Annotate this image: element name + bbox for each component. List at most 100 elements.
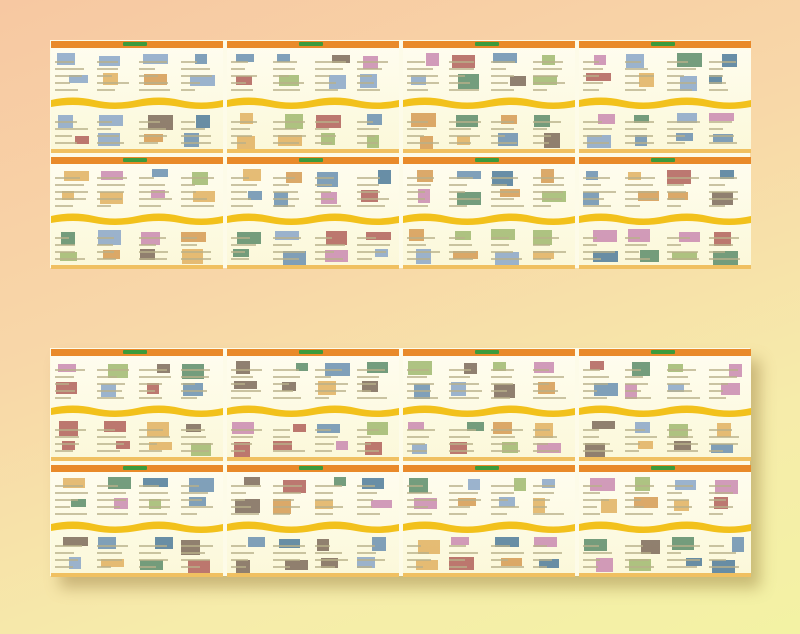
text-line (315, 443, 334, 445)
text-line (709, 369, 738, 371)
photo-thumbnail (676, 133, 693, 141)
wave-shape (51, 405, 223, 417)
brochure-board (403, 41, 575, 153)
brochure-board (403, 157, 575, 269)
text-line (583, 128, 612, 130)
text-line (667, 89, 692, 91)
text-line (407, 506, 428, 508)
text-line (533, 397, 566, 399)
photo-thumbnail (378, 170, 391, 184)
photo-thumbnail (362, 381, 378, 392)
text-line (273, 135, 306, 137)
text-line (97, 184, 125, 186)
text-line (583, 237, 597, 239)
text-line (709, 121, 732, 123)
text-line (449, 135, 480, 137)
text-line (231, 545, 246, 547)
text-line (231, 121, 257, 123)
board-title-tag (651, 42, 675, 46)
text-line (583, 121, 602, 123)
photo-thumbnail (275, 231, 299, 240)
text-line (583, 376, 609, 378)
text-line (181, 177, 214, 179)
text-line (491, 198, 514, 200)
text-line (449, 492, 478, 494)
text-line (449, 552, 478, 554)
photo-thumbnail (640, 250, 659, 262)
photo-thumbnail (317, 172, 338, 187)
text-line (273, 191, 298, 193)
photo-thumbnail (326, 231, 347, 245)
text-line (491, 506, 519, 508)
text-line (315, 177, 334, 179)
photo-thumbnail (668, 192, 688, 200)
brochure-board (51, 41, 223, 153)
text-line (625, 184, 653, 186)
photo-thumbnail (243, 169, 261, 181)
text-line (97, 177, 127, 179)
brochure-board (579, 41, 751, 153)
text-line (231, 499, 245, 501)
photo-thumbnail (542, 55, 555, 65)
photo-thumbnail (596, 558, 613, 572)
text-line (139, 184, 165, 186)
photo-thumbnail (191, 443, 211, 456)
text-line (491, 177, 518, 179)
text-line (407, 121, 428, 123)
text-line (667, 177, 699, 179)
text-line (533, 443, 548, 445)
photo-thumbnail (183, 383, 203, 396)
text-line (357, 450, 379, 452)
photo-thumbnail (416, 560, 438, 570)
text-line (667, 128, 693, 130)
text-line (709, 485, 731, 487)
text-line (181, 68, 210, 70)
text-line (583, 61, 599, 63)
text-line (357, 75, 372, 77)
photo-thumbnail (101, 171, 123, 180)
text-line (139, 499, 170, 501)
photo-thumbnail (317, 424, 340, 433)
text-line (667, 191, 686, 193)
text-line (139, 128, 166, 130)
text-line (357, 205, 385, 207)
text-line (491, 436, 515, 438)
text-line (315, 89, 338, 91)
text-line (709, 177, 737, 179)
text-line (583, 205, 611, 207)
text-line (181, 128, 205, 130)
photo-thumbnail (638, 191, 659, 201)
text-line (709, 390, 723, 392)
text-line (709, 450, 723, 452)
text-line (449, 485, 463, 487)
text-line (357, 545, 375, 547)
text-line (583, 191, 616, 193)
text-line (357, 191, 380, 193)
board-title-tag (475, 350, 499, 354)
text-line (181, 397, 197, 399)
text-line (357, 552, 376, 554)
text-line (315, 205, 341, 207)
text-line (315, 397, 329, 399)
text-line (625, 82, 640, 84)
text-line (583, 89, 599, 91)
text-line (181, 513, 197, 515)
board-header-strip (403, 349, 575, 356)
wave-shape (403, 213, 575, 225)
text-line (97, 191, 124, 193)
board-header-strip (579, 349, 751, 356)
board-footer-strip (579, 149, 751, 153)
text-line (273, 552, 306, 554)
board-header-strip (579, 465, 751, 472)
text-line (407, 485, 423, 487)
text-line (273, 258, 299, 260)
text-line (491, 376, 512, 378)
photo-thumbnail (493, 422, 512, 434)
text-line (231, 198, 251, 200)
text-line (181, 369, 210, 371)
photo-thumbnail (116, 441, 130, 449)
text-line (491, 237, 509, 239)
photo-thumbnail (240, 113, 253, 124)
text-line (55, 251, 75, 253)
brochure-board (403, 349, 575, 461)
